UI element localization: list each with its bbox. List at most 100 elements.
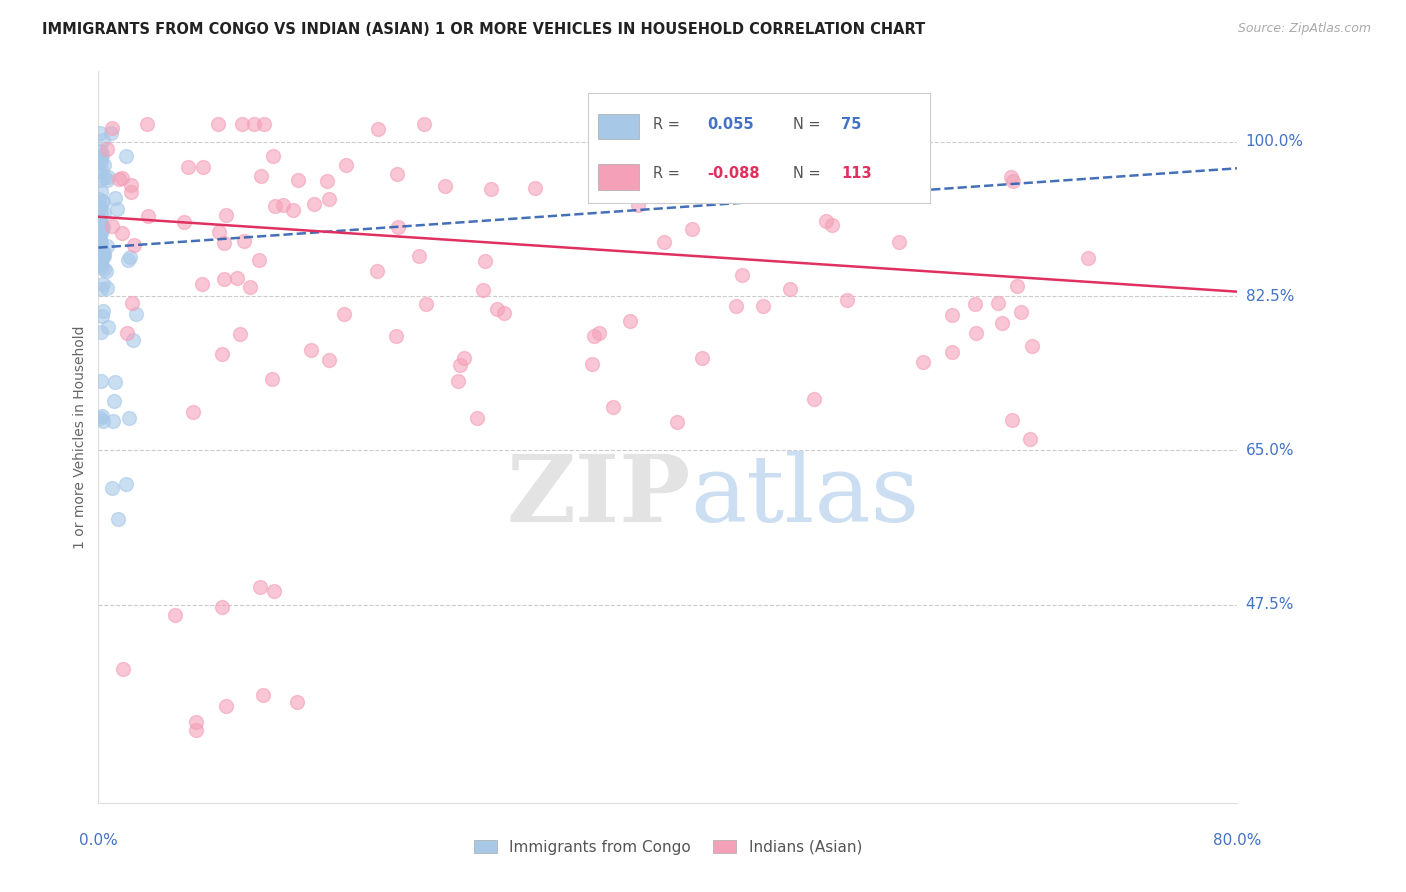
Point xyxy=(991,316,1014,330)
Point xyxy=(111,170,134,185)
Point xyxy=(90,151,112,165)
Point xyxy=(941,345,963,359)
Point xyxy=(100,126,122,140)
Point xyxy=(247,252,270,267)
Point xyxy=(412,117,434,131)
Point xyxy=(115,477,138,491)
Point xyxy=(588,326,610,341)
Point xyxy=(814,214,837,228)
Point xyxy=(366,264,388,278)
Point xyxy=(889,235,911,249)
Point xyxy=(90,224,112,238)
Point xyxy=(367,122,389,136)
Point xyxy=(385,329,408,343)
Point xyxy=(262,372,284,386)
Point xyxy=(523,181,546,195)
Point xyxy=(415,297,437,311)
Point xyxy=(479,182,502,196)
Point xyxy=(90,155,112,169)
Point xyxy=(650,143,672,157)
Y-axis label: 1 or more Vehicles in Household: 1 or more Vehicles in Household xyxy=(73,326,87,549)
Point xyxy=(89,231,111,245)
Point xyxy=(90,282,112,296)
Point xyxy=(104,375,127,389)
Point xyxy=(652,155,675,169)
Point xyxy=(434,179,457,194)
Point xyxy=(89,225,111,239)
Point xyxy=(408,249,430,263)
Point xyxy=(90,194,112,208)
Point xyxy=(665,415,688,429)
Point xyxy=(229,326,252,341)
Point xyxy=(181,405,204,419)
Point xyxy=(90,255,112,269)
Point xyxy=(627,198,650,212)
Point xyxy=(492,306,515,320)
Point xyxy=(100,219,122,233)
Point xyxy=(225,271,247,285)
Text: ZIP: ZIP xyxy=(506,450,690,541)
Point xyxy=(215,209,238,223)
Point xyxy=(112,662,135,676)
Point xyxy=(211,599,233,614)
Point xyxy=(90,222,112,236)
Point xyxy=(987,295,1010,310)
Point xyxy=(582,329,605,343)
Point xyxy=(835,293,858,308)
Text: 47.5%: 47.5% xyxy=(1246,597,1294,612)
Point xyxy=(165,607,187,622)
Point xyxy=(447,374,470,388)
Point xyxy=(91,194,114,209)
Point xyxy=(1000,170,1022,185)
Point xyxy=(184,723,207,737)
Point xyxy=(89,126,111,140)
Point xyxy=(186,715,208,730)
Point xyxy=(94,264,117,278)
Point xyxy=(232,234,254,248)
Point xyxy=(115,326,138,340)
Point xyxy=(89,212,111,227)
Point xyxy=(965,297,987,311)
Point xyxy=(111,227,134,241)
Point xyxy=(90,184,112,198)
Point xyxy=(118,411,141,425)
Point xyxy=(249,581,271,595)
Point xyxy=(136,117,159,131)
Text: 82.5%: 82.5% xyxy=(1246,289,1294,303)
Point xyxy=(263,584,285,599)
Point xyxy=(271,198,294,212)
Point xyxy=(1005,279,1028,293)
Point xyxy=(90,249,112,263)
Legend: Immigrants from Congo, Indians (Asian): Immigrants from Congo, Indians (Asian) xyxy=(468,834,868,861)
Text: 80.0%: 80.0% xyxy=(1213,833,1261,848)
Point xyxy=(122,238,145,252)
Point xyxy=(581,357,603,371)
Point xyxy=(90,409,112,423)
Text: atlas: atlas xyxy=(690,450,920,541)
Point xyxy=(215,699,238,714)
Point xyxy=(115,149,138,163)
Point xyxy=(90,206,112,220)
Point xyxy=(450,358,472,372)
Point xyxy=(105,202,128,216)
Point xyxy=(333,307,356,321)
Point xyxy=(121,333,143,347)
Point xyxy=(89,151,111,165)
Point xyxy=(90,217,112,231)
Point xyxy=(90,145,112,159)
Point xyxy=(207,117,229,131)
Point xyxy=(1019,432,1042,446)
Point xyxy=(87,221,110,235)
Point xyxy=(285,695,308,709)
Point xyxy=(101,414,124,428)
Point xyxy=(87,199,110,213)
Point xyxy=(724,299,747,313)
Point xyxy=(803,392,825,406)
Point xyxy=(87,214,110,228)
Point xyxy=(96,281,118,295)
Point xyxy=(90,260,112,275)
Point xyxy=(941,308,963,322)
Point xyxy=(299,343,322,358)
Point xyxy=(120,178,142,192)
Text: 0.0%: 0.0% xyxy=(79,833,118,848)
